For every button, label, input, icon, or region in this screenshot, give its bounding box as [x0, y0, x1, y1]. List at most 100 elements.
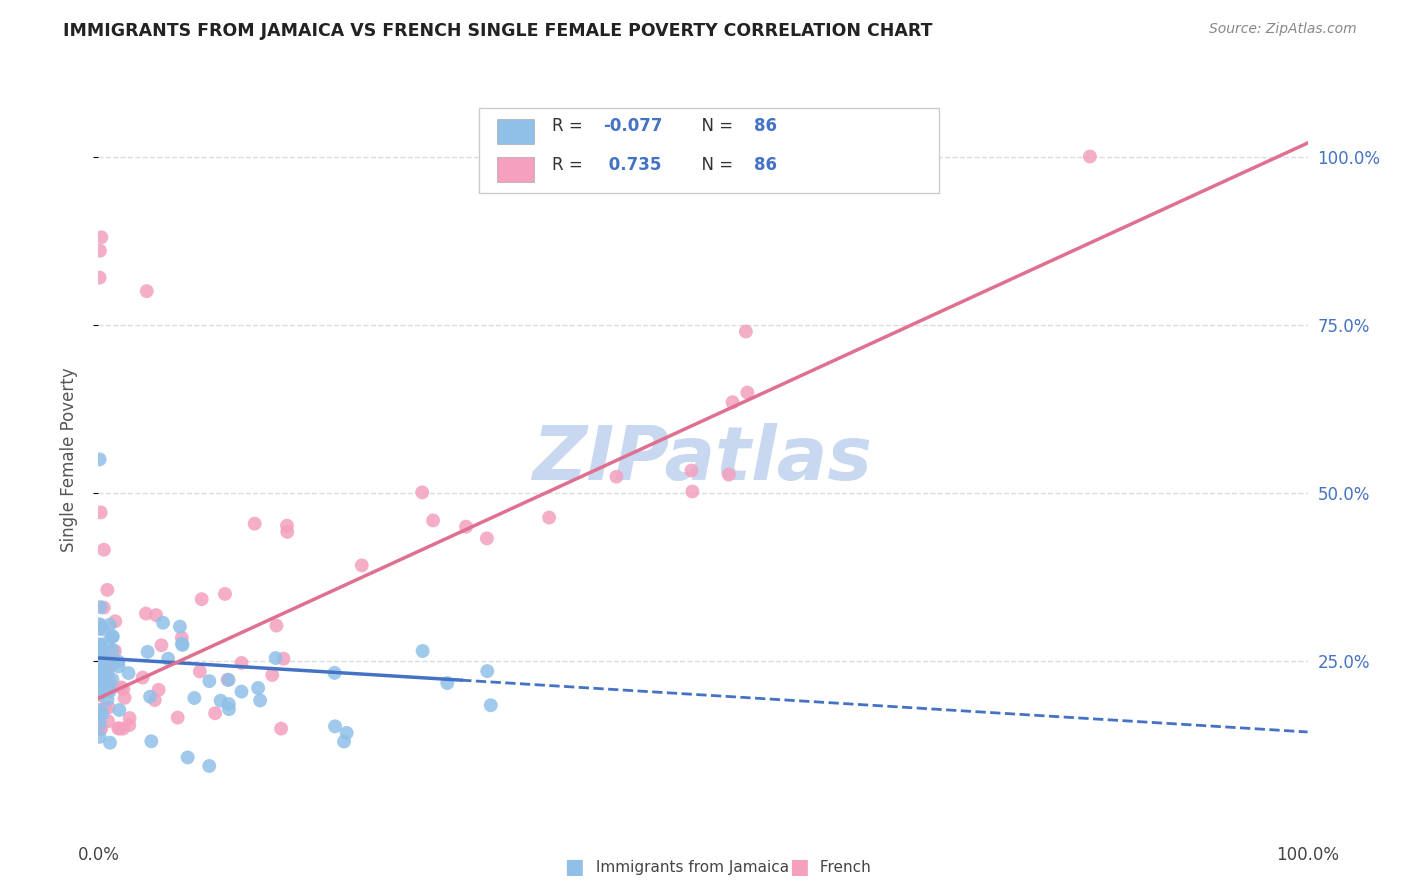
Point: [96, 661, 118, 675]
Point: [90, 230, 112, 244]
Point: [538, 510, 561, 524]
Point: [112, 681, 135, 696]
Point: [172, 638, 194, 652]
Point: [89, 664, 111, 678]
Point: [323, 719, 346, 733]
Point: [198, 674, 221, 689]
Point: [477, 664, 499, 678]
Point: [204, 706, 226, 721]
Point: [114, 690, 136, 705]
Point: [89, 703, 111, 717]
Text: ZIPatlas: ZIPatlas: [533, 423, 873, 496]
Text: 86: 86: [754, 117, 778, 136]
Point: [89, 617, 111, 632]
Point: [93, 650, 115, 665]
Point: [262, 668, 284, 682]
Point: [89, 730, 111, 744]
Point: [101, 657, 124, 672]
Point: [139, 690, 162, 704]
Point: [273, 651, 295, 665]
Point: [141, 734, 163, 748]
Point: [97, 681, 120, 695]
Point: [89, 669, 111, 683]
Point: [89, 661, 111, 675]
Point: [89, 641, 111, 656]
FancyBboxPatch shape: [498, 119, 534, 144]
Point: [145, 608, 167, 623]
Point: [108, 703, 131, 717]
Point: [89, 452, 111, 467]
Point: [176, 750, 198, 764]
Point: [218, 702, 240, 716]
Point: [91, 662, 114, 676]
Point: [323, 665, 346, 680]
Point: [98, 617, 121, 632]
Point: [249, 693, 271, 707]
Point: [218, 673, 240, 687]
Point: [218, 697, 240, 711]
Point: [188, 665, 211, 679]
Point: [89, 270, 111, 285]
Point: [89, 722, 111, 736]
Point: [93, 670, 115, 684]
Point: [336, 726, 359, 740]
Point: [98, 674, 121, 689]
Point: [91, 623, 114, 637]
Point: [104, 644, 127, 658]
Point: [104, 614, 127, 628]
Point: [89, 722, 111, 736]
Point: [97, 700, 120, 714]
Point: [89, 666, 111, 681]
Point: [101, 673, 124, 687]
Point: [118, 711, 141, 725]
Point: [737, 385, 759, 400]
Point: [266, 618, 288, 632]
Point: [101, 630, 124, 644]
Point: [276, 524, 298, 539]
Point: [89, 676, 111, 690]
Point: [89, 671, 111, 685]
Point: [89, 600, 111, 615]
Point: [214, 587, 236, 601]
Point: [89, 642, 111, 657]
Point: [90, 647, 112, 661]
Point: [264, 651, 287, 665]
Point: [89, 718, 111, 732]
Point: [135, 284, 157, 298]
Point: [89, 650, 111, 665]
Point: [148, 682, 170, 697]
Point: [108, 722, 131, 736]
Text: R =: R =: [553, 117, 588, 136]
Point: [93, 685, 115, 699]
Point: [91, 706, 114, 721]
Point: [89, 639, 111, 653]
Point: [183, 691, 205, 706]
Point: [90, 651, 112, 665]
Point: [422, 513, 444, 527]
Text: 86: 86: [754, 156, 778, 174]
Point: [90, 618, 112, 632]
Point: [89, 657, 111, 671]
Point: [89, 660, 111, 674]
Point: [89, 677, 111, 691]
Point: [152, 615, 174, 630]
Point: [89, 650, 111, 665]
Point: [89, 642, 111, 657]
Point: [169, 620, 191, 634]
Point: [90, 642, 112, 657]
Text: R =: R =: [553, 156, 588, 174]
Point: [247, 681, 270, 695]
Point: [89, 244, 111, 258]
Point: [350, 558, 373, 573]
Point: [100, 680, 122, 694]
Point: [89, 648, 111, 663]
Point: [97, 673, 120, 687]
Point: [243, 516, 266, 531]
Point: [89, 686, 111, 700]
Point: [96, 692, 118, 706]
Point: [96, 582, 118, 597]
Point: [717, 467, 740, 482]
Point: [136, 645, 159, 659]
Point: [101, 630, 124, 644]
Point: [89, 664, 111, 678]
